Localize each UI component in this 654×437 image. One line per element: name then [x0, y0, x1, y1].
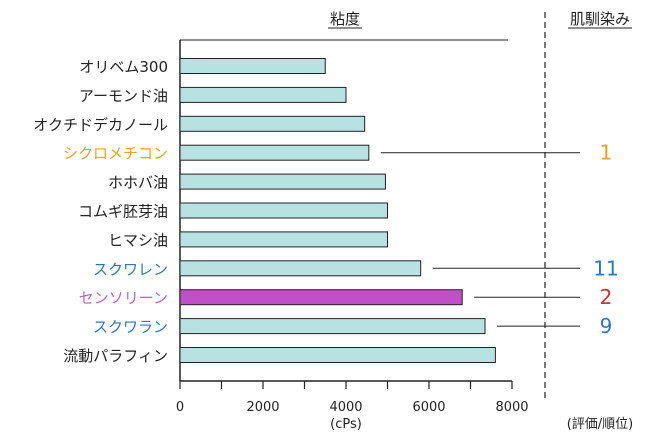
- bar-10: [179, 318, 486, 335]
- bar-8: [179, 260, 422, 277]
- side-axis-label: (評価/順位): [567, 417, 634, 432]
- rank-label-1: 1: [600, 141, 613, 165]
- category-label-8: スクワレン: [93, 260, 168, 278]
- category-label-5: ホホバ油: [108, 174, 168, 192]
- category-label-2: アーモンド油: [79, 87, 168, 105]
- bar-3: [179, 115, 366, 132]
- x-axis-label: (cPs): [330, 417, 362, 432]
- x-tick-label-5: 8000: [495, 400, 528, 415]
- x-tick-label-2: 2000: [246, 400, 279, 415]
- x-tick-label-1: 0: [176, 400, 184, 415]
- side-title: 肌馴染み: [570, 10, 630, 28]
- rank-label-4: 9: [600, 314, 613, 338]
- bar-7: [179, 231, 388, 248]
- bar-9: [179, 289, 463, 306]
- category-label-11: 流動パラフィン: [63, 347, 168, 365]
- category-label-6: コムギ胚芽油: [78, 203, 168, 221]
- bar-6: [179, 202, 388, 219]
- bar-11: [179, 347, 496, 363]
- x-tick-label-4: 6000: [412, 400, 445, 415]
- category-label-1: オリベム300: [79, 58, 168, 76]
- bar-2: [179, 86, 347, 103]
- bar-4: [179, 144, 370, 161]
- bar-1: [179, 58, 326, 74]
- rank-label-2: 11: [593, 256, 618, 280]
- chart-title: 粘度: [330, 10, 360, 28]
- bar-5: [179, 173, 386, 190]
- rank-label-3: 2: [600, 285, 613, 309]
- category-label-3: オクチドデカノール: [33, 116, 168, 134]
- category-label-4: シクロメチコン: [63, 145, 168, 163]
- category-label-9: センソリーン: [79, 289, 168, 307]
- category-label-10: スクワラン: [93, 318, 168, 336]
- x-tick-label-3: 4000: [329, 400, 362, 415]
- category-label-7: ヒマシ油: [108, 231, 168, 249]
